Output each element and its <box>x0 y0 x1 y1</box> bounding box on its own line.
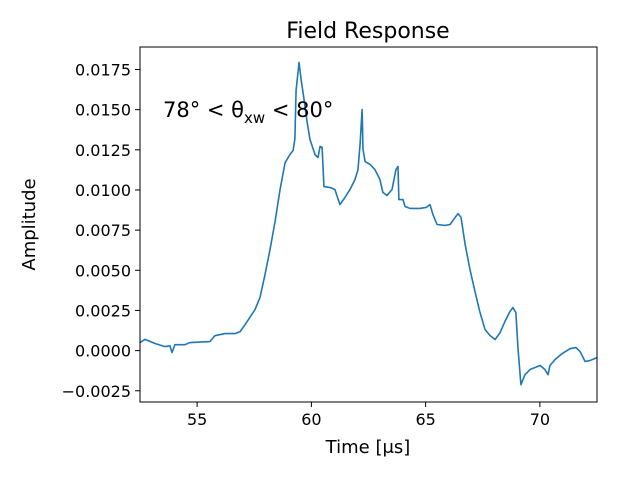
axes-frame <box>139 46 598 403</box>
annotation-subscript: xw <box>244 109 265 127</box>
y-tick-label: 0.0100 <box>75 181 131 200</box>
x-axis-label: Time [μs] <box>325 437 411 458</box>
data-line <box>140 61 597 386</box>
y-tick-label: 0.0025 <box>75 301 131 320</box>
x-tick-label: 60 <box>301 410 321 429</box>
annotation-text: 78° < θ <box>163 98 244 122</box>
annotation-text: < 80° <box>265 98 333 122</box>
x-tick-label: 70 <box>530 410 550 429</box>
annotation: 78° < θxw < 80° <box>163 98 333 127</box>
x-tick-label: 55 <box>187 410 207 429</box>
y-tick-label: 0.0075 <box>75 221 131 240</box>
y-tick-label: 0.0175 <box>75 60 131 79</box>
plot-area <box>140 61 597 386</box>
y-tick-label: 0.0050 <box>75 261 131 280</box>
chart-title: Field Response <box>286 19 449 44</box>
y-axis-label: Amplitude <box>19 178 40 270</box>
y-tick-label: −0.0025 <box>62 382 131 401</box>
ticks: 55 60 65 70 −0.0025 0.0000 0.0025 0.0050 0.0075 0… <box>62 60 550 429</box>
y-tick-label: 0.0150 <box>75 101 131 120</box>
y-tick-label: 0.0125 <box>75 141 131 160</box>
x-tick-label: 65 <box>415 410 435 429</box>
y-tick-label: 0.0000 <box>75 342 131 361</box>
